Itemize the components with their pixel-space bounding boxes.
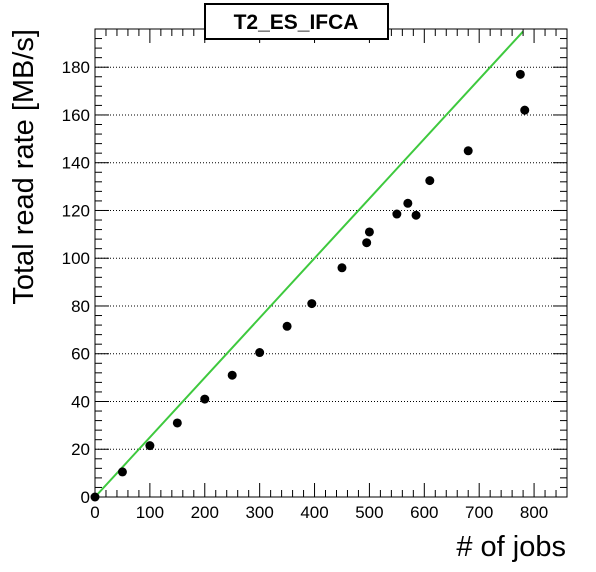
x-tick-label: 600 xyxy=(410,503,438,522)
y-tick-label: 80 xyxy=(71,297,90,316)
data-point xyxy=(411,210,421,220)
data-points xyxy=(90,69,530,502)
grid-lines xyxy=(95,66,567,450)
chart-title: T2_ES_IFCA xyxy=(234,11,359,34)
data-point xyxy=(362,238,372,248)
x-tick-label: 200 xyxy=(191,503,219,522)
x-axis-title: # of jobs xyxy=(456,531,566,563)
y-tick-label: 0 xyxy=(81,488,90,507)
data-point xyxy=(117,467,127,477)
data-point xyxy=(425,176,435,186)
data-point xyxy=(337,263,347,273)
y-tick-label: 140 xyxy=(62,154,90,173)
reference-line-layer xyxy=(94,30,524,498)
y-tick-label: 120 xyxy=(62,201,90,220)
data-point xyxy=(145,441,155,451)
data-point xyxy=(463,146,473,156)
x-tick-label: 0 xyxy=(90,503,99,522)
data-point xyxy=(307,299,317,309)
tick-labels: 0 20 40 60 80 100 120 140 160 180 0 100 200 300 400 500… xyxy=(62,58,549,522)
y-tick-label: 160 xyxy=(62,106,90,125)
data-point xyxy=(255,348,265,358)
data-point xyxy=(520,105,530,115)
data-point xyxy=(227,370,237,380)
axis-ticks xyxy=(94,28,568,498)
data-point xyxy=(515,69,525,79)
y-tick-label: 40 xyxy=(71,392,90,411)
y-tick-label: 100 xyxy=(62,249,90,268)
data-point xyxy=(200,394,210,404)
data-point xyxy=(392,209,402,219)
x-tick-label: 100 xyxy=(136,503,164,522)
x-tick-label: 300 xyxy=(245,503,273,522)
x-tick-label: 800 xyxy=(520,503,548,522)
y-tick-label: 180 xyxy=(62,58,90,77)
title-box: T2_ES_IFCA xyxy=(204,3,389,40)
y-tick-label: 20 xyxy=(71,440,90,459)
plot-frame xyxy=(94,28,568,498)
data-point xyxy=(282,321,292,331)
y-axis-title: Total read rate [MB/s] xyxy=(8,29,40,305)
data-point xyxy=(172,418,182,428)
x-tick-label: 500 xyxy=(355,503,383,522)
y-tick-label: 60 xyxy=(71,345,90,364)
x-tick-label: 700 xyxy=(465,503,493,522)
title-box-frame xyxy=(204,3,389,40)
x-tick-label: 400 xyxy=(300,503,328,522)
data-point xyxy=(364,227,374,237)
data-point xyxy=(403,198,413,208)
reference-line xyxy=(94,30,524,498)
